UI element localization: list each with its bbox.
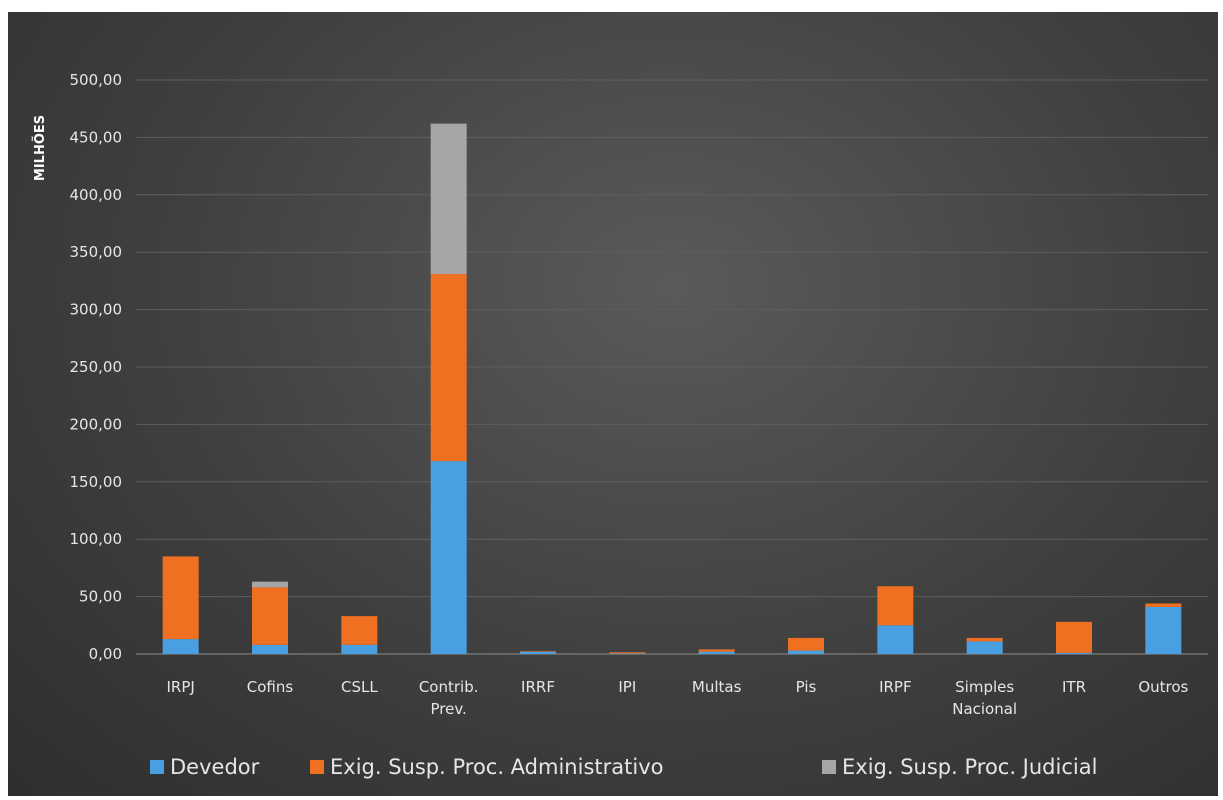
bar-segment <box>1056 652 1092 654</box>
legend-label: Devedor <box>170 755 260 779</box>
legend-swatch <box>822 760 836 774</box>
y-tick-label: 400,00 <box>70 186 123 204</box>
x-axis-ticks: IRPJ Cofins CSLL Contrib. Prev. IRRF IPI Multas… <box>167 678 1189 718</box>
bar-segment <box>877 625 914 654</box>
y-tick-label: 100,00 <box>70 530 123 548</box>
bar-segment <box>430 123 467 275</box>
bar-segment <box>1145 603 1182 607</box>
legend-swatch <box>310 760 324 774</box>
bar-segment <box>520 651 556 654</box>
y-axis-ticks: 0,00 50,00 100,00 150,00 200,00 250,00 300,00 3… <box>70 71 123 663</box>
bar-segment <box>162 639 199 654</box>
y-axis-label: MILHÕES <box>32 115 48 181</box>
legend-label: Exig. Susp. Proc. Administrativo <box>330 755 663 779</box>
y-tick-label: 350,00 <box>70 243 123 261</box>
x-tick-label: IRPF <box>879 678 912 696</box>
bar-segment <box>520 651 556 652</box>
x-tick-label: CSLL <box>341 678 378 696</box>
x-tick-label: Outros <box>1138 678 1188 696</box>
bar-segment <box>1145 606 1182 654</box>
bar-segment <box>341 644 378 654</box>
bar-segment <box>698 649 735 652</box>
legend-swatch <box>150 760 164 774</box>
x-tick-label: Pis <box>796 678 817 696</box>
bar-segment <box>430 461 467 654</box>
chart-area: 0,00 50,00 100,00 150,00 200,00 250,00 300,00 3… <box>8 12 1218 796</box>
y-tick-label: 50,00 <box>79 588 122 606</box>
x-tick-label: Simples Nacional <box>952 678 1017 718</box>
bar-segment <box>341 616 378 645</box>
legend-label: Exig. Susp. Proc. Judicial <box>842 755 1097 779</box>
bar-segment <box>966 641 1003 654</box>
bar-segment <box>430 274 467 462</box>
bar-segment <box>966 637 1003 642</box>
x-tick-label: ITR <box>1062 678 1086 696</box>
bar-segment <box>788 637 824 651</box>
y-tick-label: 300,00 <box>70 301 123 319</box>
stacked-bar-chart: 0,00 50,00 100,00 150,00 200,00 250,00 300,00 3… <box>32 71 1208 779</box>
x-tick-label: IRRF <box>521 678 555 696</box>
x-tick-label: IRPJ <box>167 678 195 696</box>
bar-segment <box>698 651 735 654</box>
bars <box>162 123 1182 654</box>
bar-segment <box>252 587 288 645</box>
y-tick-label: 0,00 <box>89 645 122 663</box>
gridlines <box>136 79 1208 655</box>
x-tick-label: Multas <box>692 678 742 696</box>
bar-segment <box>1056 621 1092 653</box>
bar-segment <box>162 556 199 640</box>
y-tick-label: 250,00 <box>70 358 123 376</box>
x-tick-label: IPI <box>618 678 636 696</box>
bar-segment <box>609 653 646 654</box>
bar-segment <box>788 650 824 654</box>
bar-segment <box>609 652 646 654</box>
legend: Devedor Exig. Susp. Proc. Administrativo E… <box>150 755 1097 779</box>
bar-segment <box>877 586 914 626</box>
bar-segment <box>252 644 288 654</box>
x-tick-label: Cofins <box>247 678 294 696</box>
y-tick-label: 450,00 <box>70 128 123 146</box>
y-tick-label: 500,00 <box>70 71 123 89</box>
x-tick-label: Contrib. Prev. <box>419 678 479 718</box>
y-tick-label: 150,00 <box>70 473 123 491</box>
y-tick-label: 200,00 <box>70 415 123 433</box>
bar-segment <box>252 581 288 588</box>
